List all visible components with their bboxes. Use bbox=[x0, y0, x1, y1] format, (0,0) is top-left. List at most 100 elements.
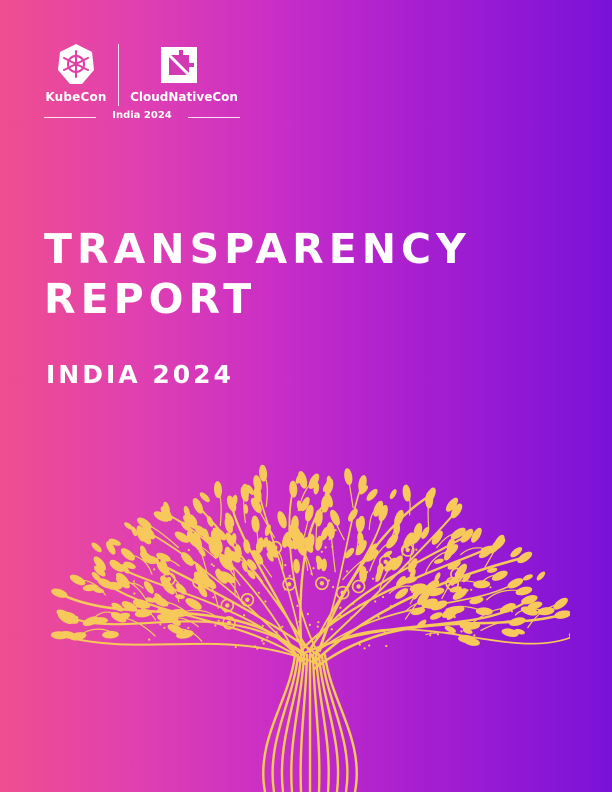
tree-leaf bbox=[212, 527, 227, 541]
tree-leaf bbox=[121, 601, 138, 612]
tree-leaf bbox=[447, 560, 461, 570]
tree-branch bbox=[230, 502, 306, 657]
tree-leaf bbox=[554, 610, 570, 619]
tree-leaf bbox=[175, 583, 187, 595]
tree-leaf bbox=[344, 547, 355, 559]
tree-leaf bbox=[520, 606, 538, 616]
tree-leaf bbox=[358, 475, 367, 492]
tree-dot bbox=[324, 546, 327, 549]
tree-leaf bbox=[142, 525, 155, 540]
tree-leaf bbox=[537, 607, 555, 616]
tree-leaf bbox=[174, 531, 190, 543]
tree-dot bbox=[390, 577, 393, 580]
tree-leaf bbox=[462, 572, 471, 583]
tree-dot bbox=[261, 639, 264, 642]
tree-leaf bbox=[124, 522, 134, 530]
tree-leaf bbox=[314, 509, 323, 527]
tree-leaf bbox=[501, 628, 519, 637]
tree-dot bbox=[339, 614, 342, 617]
tree-leaf bbox=[93, 556, 106, 571]
tree-leaf bbox=[522, 574, 533, 581]
tree-leaf bbox=[91, 542, 102, 553]
tree-dot bbox=[320, 550, 323, 553]
tree-flower-center bbox=[383, 559, 388, 564]
tree-dot bbox=[224, 610, 227, 613]
tree-flower bbox=[240, 593, 255, 607]
tree-leaf bbox=[241, 483, 250, 501]
tree-leaf bbox=[553, 597, 568, 610]
tree-leaf bbox=[226, 549, 241, 563]
tree-dot bbox=[366, 571, 369, 574]
tree-leaf bbox=[116, 572, 130, 587]
tree-leaf bbox=[493, 534, 505, 551]
tree-leaf bbox=[266, 552, 274, 562]
tree-leaf bbox=[183, 505, 191, 518]
tree-dot bbox=[296, 604, 299, 607]
edition-rule-left bbox=[44, 117, 96, 118]
tree-leaf bbox=[111, 602, 124, 612]
tree-leaf bbox=[355, 540, 367, 556]
tree-leaf bbox=[368, 543, 378, 553]
tree-dot bbox=[478, 582, 481, 585]
tree-dot bbox=[453, 616, 456, 619]
tree-dot bbox=[242, 601, 245, 604]
tree-leaf bbox=[296, 539, 307, 556]
tree-leaf bbox=[225, 532, 235, 547]
tree-trunk-strand bbox=[323, 653, 358, 792]
cncf-icon bbox=[161, 47, 197, 83]
tree-dot bbox=[163, 626, 166, 629]
tree-leaf bbox=[59, 611, 76, 621]
tree-flower-center bbox=[273, 545, 278, 550]
tree-leaf bbox=[471, 527, 482, 543]
tree-leaf bbox=[265, 540, 277, 556]
tree-leaf bbox=[356, 515, 365, 533]
tree-flower-center bbox=[340, 590, 345, 595]
tree-flower bbox=[192, 575, 206, 589]
tree-leaf bbox=[473, 580, 491, 589]
tree-dot bbox=[262, 642, 265, 645]
tree-leaf bbox=[450, 527, 466, 540]
tree-dot bbox=[332, 585, 335, 589]
tree-leaf bbox=[69, 632, 87, 641]
tree-leaf bbox=[156, 552, 171, 562]
tree-leaf bbox=[259, 464, 268, 482]
tree-leaf bbox=[206, 515, 214, 527]
tree-dot bbox=[331, 545, 334, 548]
tree-dot bbox=[358, 643, 361, 646]
tree-leaf bbox=[180, 521, 191, 532]
tree-leaf bbox=[247, 569, 256, 580]
kubecon-label: KubeCon bbox=[45, 90, 107, 104]
tree-leaf bbox=[460, 528, 474, 543]
tree-flower-center bbox=[245, 597, 250, 602]
tree-leaf bbox=[321, 558, 327, 572]
tree-dot bbox=[310, 572, 313, 575]
tree-leaf bbox=[143, 581, 154, 594]
tree-leaf bbox=[446, 537, 455, 551]
tree-leaf bbox=[396, 575, 406, 587]
tree-leaf bbox=[213, 481, 223, 499]
tree-branch bbox=[316, 628, 570, 652]
tree-dot bbox=[264, 600, 267, 603]
tree-trunk-strand bbox=[280, 653, 303, 792]
tree-dot bbox=[253, 645, 257, 648]
tree-leaf bbox=[326, 522, 335, 540]
tree-dot bbox=[429, 634, 432, 637]
tree-dot bbox=[347, 553, 350, 556]
tree-dot bbox=[411, 560, 414, 564]
tree-leaf bbox=[315, 535, 323, 551]
tree-leaf bbox=[413, 522, 423, 540]
tree-leaf bbox=[462, 628, 473, 634]
tree-flower bbox=[351, 579, 366, 594]
tree-dot bbox=[489, 586, 492, 589]
tree-leaf bbox=[293, 558, 300, 574]
tree-leaf bbox=[450, 503, 463, 519]
tree-flower bbox=[450, 567, 464, 582]
tree-leaf bbox=[408, 558, 418, 573]
tree-leaf bbox=[247, 559, 257, 570]
tree-leaf bbox=[510, 547, 523, 558]
tree-flower bbox=[315, 576, 329, 591]
tree-leaf bbox=[429, 612, 443, 620]
tree-leaf bbox=[215, 569, 228, 584]
tree-leaf bbox=[417, 591, 430, 605]
tree-flower bbox=[282, 577, 296, 591]
